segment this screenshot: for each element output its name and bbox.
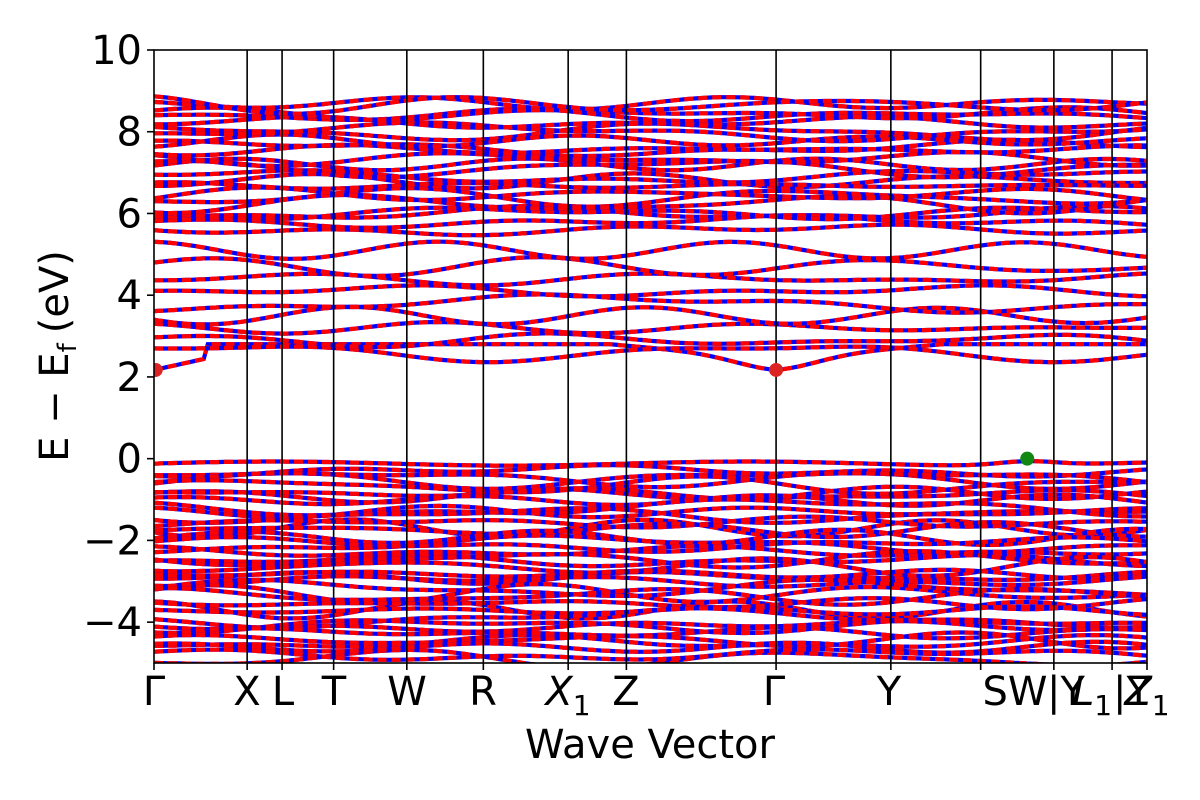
- band-line-red: [154, 186, 1147, 209]
- x-tick-label: T: [321, 669, 347, 715]
- y-axis-title-main: E − E: [32, 352, 78, 462]
- x-tick-label: Y: [876, 669, 902, 715]
- y-tick-label: 6: [117, 191, 142, 237]
- band-line-red: [154, 120, 1147, 144]
- band-line-red: [154, 520, 1147, 540]
- x-axis: Γ X L T W R X1 Z Γ Y SW |YL1 |YZ1: [143, 663, 1170, 722]
- band-line-red: [154, 567, 1147, 581]
- x-tick-label: R: [469, 669, 497, 715]
- x-tick-label: L1: [1072, 669, 1112, 722]
- y-tick-label: 0: [117, 437, 142, 483]
- y-axis-title: E − Ef (eV): [32, 250, 83, 462]
- band-line-red: [154, 203, 1147, 220]
- band-line-red: [154, 526, 1147, 547]
- x-tick-label: L: [272, 669, 295, 715]
- band-line-red: [154, 292, 1147, 315]
- band-line-red: [154, 514, 1147, 530]
- band-line-red: [154, 319, 1147, 336]
- x-tick-label: Z1: [1123, 669, 1169, 722]
- high-symmetry-lines: [246, 50, 1113, 663]
- band-line-red: [154, 582, 1147, 605]
- band-line-red: [154, 213, 1147, 230]
- band-line-red: [154, 474, 1147, 496]
- x-tick-label: |Y: [1047, 669, 1085, 715]
- band-line-red: [154, 105, 1147, 122]
- band-line-red: [154, 630, 1147, 651]
- band-line-red: [154, 205, 1147, 222]
- band-line-red: [154, 156, 1147, 173]
- cbm-marker: [769, 362, 784, 377]
- band-line-red: [154, 331, 1147, 350]
- band-line-red: [154, 456, 1147, 468]
- band-line-red: [154, 222, 1147, 238]
- x-tick-label: Γ: [763, 669, 786, 715]
- y-tick-label: 10: [91, 28, 142, 74]
- band-line-red: [154, 344, 1147, 365]
- band-line-red: [154, 506, 1147, 525]
- x-tick-label: X: [233, 669, 260, 715]
- extrema-markers: [154, 362, 1035, 466]
- y-tick-label: −2: [83, 518, 142, 564]
- band-line-red: [154, 114, 1147, 130]
- x-tick-label: Γ: [143, 669, 166, 715]
- band-line-red: [154, 94, 1147, 116]
- bands-group: [154, 94, 1147, 663]
- band-line-red: [154, 586, 1147, 607]
- band-line-red: [154, 168, 1147, 185]
- vbm-marker: [1020, 451, 1035, 466]
- band-line-red: [154, 497, 1147, 519]
- y-axis-title-subscript: f: [53, 342, 83, 352]
- band-line-red: [154, 647, 1147, 662]
- band-line-red: [154, 544, 1147, 558]
- band-line-red: [154, 549, 1147, 570]
- band-line-red: [154, 158, 1147, 180]
- y-tick-label: 2: [117, 355, 142, 401]
- band-line-red: [154, 283, 1147, 299]
- band-line-red: [154, 574, 1147, 589]
- y-axis: −4 −2 0 2 4 6 8 10: [83, 28, 154, 646]
- x-tick-label: SW: [983, 669, 1048, 715]
- band-line-red: [154, 647, 1147, 663]
- band-line-red: [154, 484, 1147, 501]
- y-axis-title-unit: (eV): [32, 250, 78, 333]
- band-line-red: [154, 180, 1147, 191]
- band-line-red: [154, 239, 1147, 261]
- x-axis-title: Wave Vector: [525, 722, 776, 768]
- y-tick-label: 4: [117, 273, 142, 319]
- x-tick-label: Z: [612, 669, 639, 715]
- band-line-red: [154, 619, 1147, 634]
- y-tick-label: −4: [83, 600, 142, 646]
- band-line-red: [154, 535, 1147, 554]
- band-line-red: [154, 185, 1147, 203]
- band-line-red: [154, 192, 1147, 216]
- band-line-red: [154, 471, 1147, 491]
- band-line-red: [154, 255, 1147, 279]
- band-line-red: [154, 271, 1147, 288]
- plot-frame: [153, 49, 1148, 664]
- x-tick-label: |Y: [1113, 669, 1151, 715]
- y-tick-label: 8: [117, 110, 142, 156]
- band-line-red: [154, 633, 1147, 649]
- band-line-red: [154, 618, 1147, 636]
- x-tick-label: X1: [543, 669, 590, 722]
- band-line-red: [154, 132, 1147, 149]
- band-line-red: [154, 142, 1147, 158]
- x-tick-label: W: [387, 669, 427, 715]
- band-line-red: [154, 95, 1147, 112]
- cbm-marker-edge: [154, 362, 163, 377]
- band-line-red: [154, 471, 1147, 490]
